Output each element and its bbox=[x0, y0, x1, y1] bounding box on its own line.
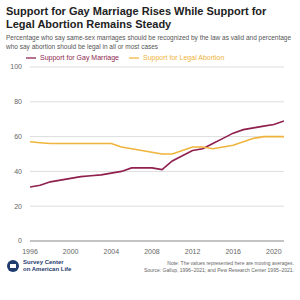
svg-text:80: 80 bbox=[14, 98, 22, 105]
svg-text:2020: 2020 bbox=[266, 248, 282, 255]
svg-text:60: 60 bbox=[14, 133, 22, 140]
svg-text:1996: 1996 bbox=[22, 248, 38, 255]
svg-text:0: 0 bbox=[18, 237, 22, 244]
svg-text:2012: 2012 bbox=[185, 248, 201, 255]
html-text:Percentage who say same-sex ma: Percentage who say same-sex marriages sh… bbox=[6, 34, 292, 50]
svg-text:2016: 2016 bbox=[225, 248, 241, 255]
html-text:Note: The values represented h: Note: The values represented here are mo… bbox=[167, 260, 294, 266]
svg-text:100: 100 bbox=[10, 63, 22, 70]
html-text:Source: Gallup, 1996–2021; and: Source: Gallup, 1996–2021; and Pew Resea… bbox=[143, 266, 294, 273]
html-text:on American Life: on American Life bbox=[23, 266, 72, 272]
svg-text:2004: 2004 bbox=[103, 248, 119, 255]
html-text:Survey Center: Survey Center bbox=[23, 259, 64, 265]
html-text:Support for Gay Marriage Rises: Support for Gay Marriage Rises While Sup… bbox=[6, 5, 267, 30]
svg-text:2008: 2008 bbox=[144, 248, 160, 255]
svg-text:2000: 2000 bbox=[63, 248, 79, 255]
html-text:Support for Gay Marriage: Support for Gay Marriage bbox=[40, 53, 119, 61]
svg-text:20: 20 bbox=[14, 203, 22, 210]
svg-text:40: 40 bbox=[14, 168, 22, 175]
html-text:Support for Legal Abortion: Support for Legal Abortion bbox=[143, 53, 225, 61]
